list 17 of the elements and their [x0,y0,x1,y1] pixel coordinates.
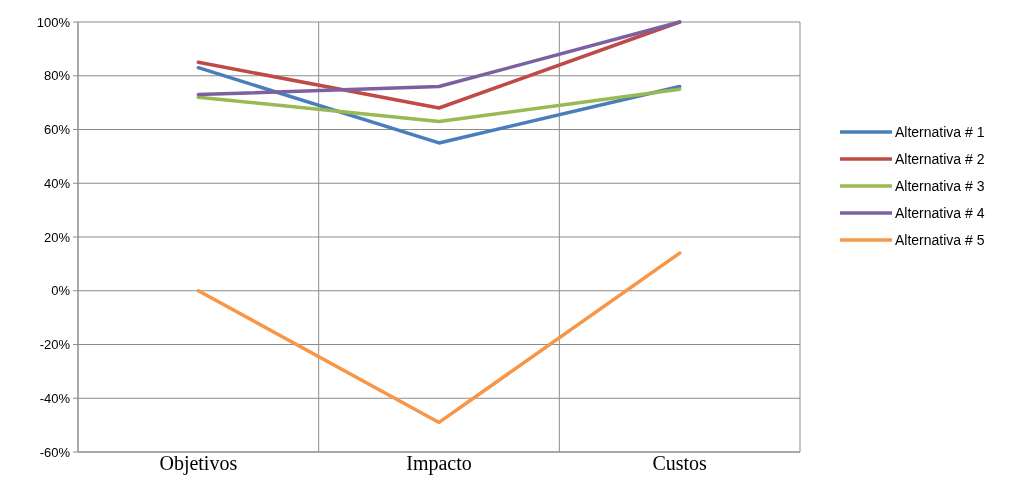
legend-label: Alternativa # 2 [895,150,985,167]
y-tick-label: -40% [39,390,71,406]
x-tick-label: Custos [652,452,708,474]
legend-label: Alternativa # 4 [895,204,985,221]
y-tick-label: 20% [43,229,71,245]
y-tick-label: 40% [43,175,71,191]
y-tick-label: 100% [36,14,71,30]
y-tick-label: 0% [51,283,71,299]
x-tick-label: Objetivos [159,452,238,475]
y-tick-label: -60% [39,444,71,460]
legend-label: Alternativa # 3 [895,177,985,194]
legend-label: Alternativa # 5 [895,231,985,248]
y-tick-label: 60% [43,122,71,138]
legend-label: Alternativa # 1 [895,123,985,140]
x-tick-label: Impacto [406,452,472,475]
y-tick-label: 80% [43,68,71,84]
y-tick-label: -20% [39,337,71,353]
